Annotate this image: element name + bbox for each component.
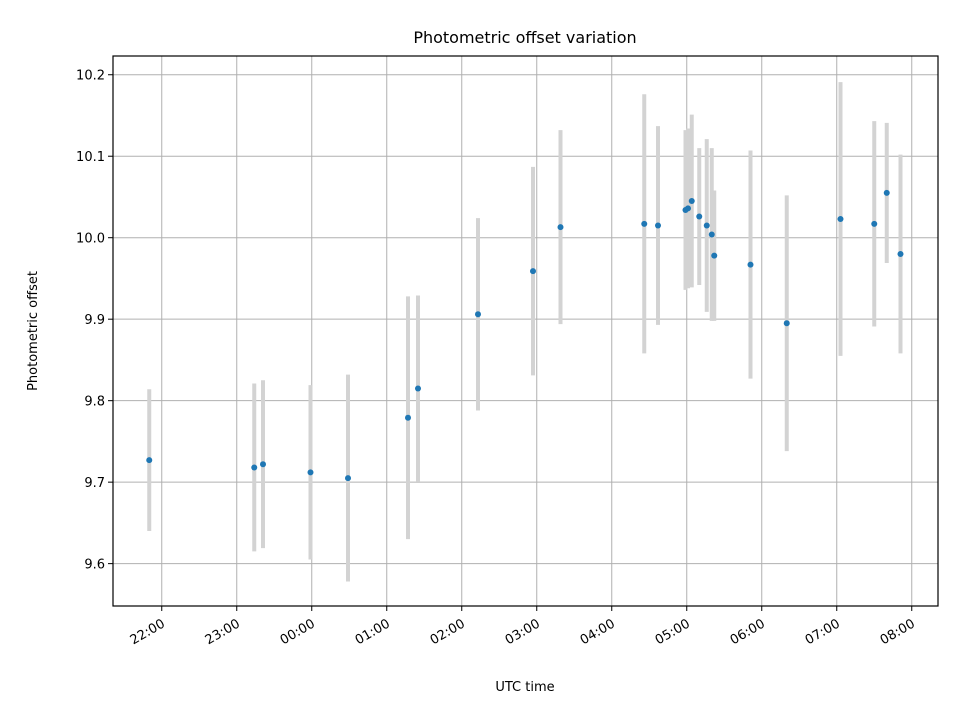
data-point	[883, 189, 890, 196]
data-point	[251, 464, 258, 471]
data-point	[747, 261, 754, 268]
data-point	[711, 252, 718, 259]
data-point	[345, 475, 351, 482]
y-tick-label: 9.9	[84, 313, 105, 328]
plot-frame	[112, 55, 939, 607]
y-tick-label: 9.8	[84, 395, 105, 410]
data-point	[260, 461, 266, 468]
y-tick-label: 10.2	[76, 69, 105, 84]
y-tick-label: 10.1	[76, 150, 105, 165]
data-point	[405, 414, 411, 421]
data-points	[146, 189, 904, 482]
data-point	[703, 222, 710, 229]
data-point	[146, 457, 153, 464]
data-point	[655, 222, 661, 229]
y-tick-label: 9.7	[84, 476, 105, 491]
chart-title: Photometric offset variation	[413, 28, 636, 47]
data-point	[708, 231, 715, 238]
data-point	[530, 268, 536, 275]
data-point	[641, 220, 648, 227]
data-point	[685, 205, 691, 212]
data-point	[307, 469, 314, 476]
y-axis-label: Photometric offset	[26, 271, 41, 391]
y-tick-label: 9.6	[84, 558, 105, 573]
grid	[113, 56, 938, 606]
data-point	[897, 251, 904, 257]
y-tick-label: 10.0	[76, 232, 105, 247]
data-point	[783, 320, 790, 327]
data-point	[415, 385, 421, 392]
x-axis-label: UTC time	[495, 680, 554, 695]
data-point	[871, 220, 878, 227]
data-point	[557, 224, 564, 231]
data-point	[837, 215, 844, 222]
data-point	[688, 198, 695, 205]
data-point	[696, 213, 703, 220]
data-point	[475, 311, 481, 318]
